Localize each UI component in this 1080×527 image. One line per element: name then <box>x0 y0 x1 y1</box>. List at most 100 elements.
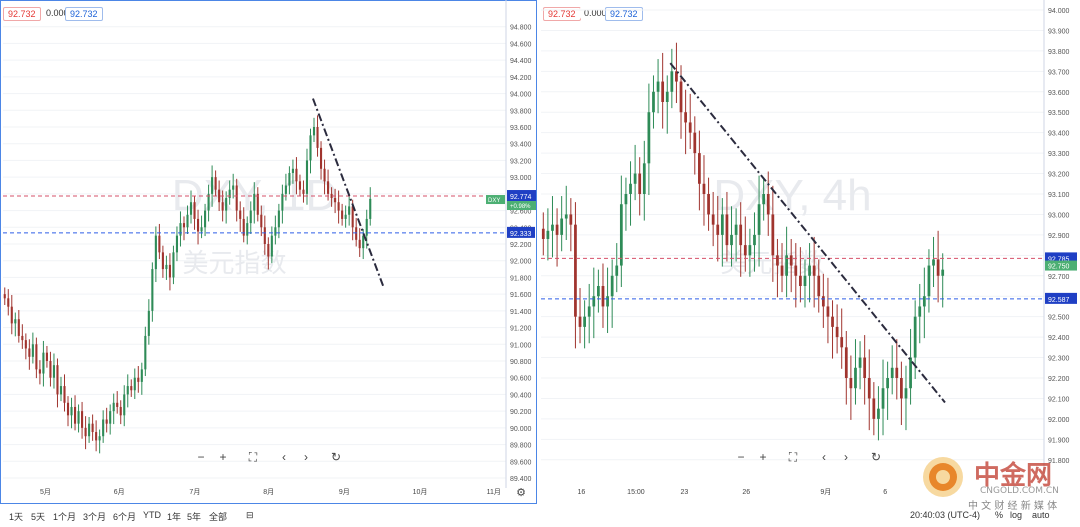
candle-body <box>284 185 287 194</box>
candle-body <box>569 214 573 225</box>
candle-body <box>785 255 788 276</box>
candle-body <box>904 388 908 399</box>
timeframe-button[interactable]: 1个月 <box>53 512 77 522</box>
candle-body <box>221 202 224 211</box>
candle-body <box>123 394 126 416</box>
timeframe-button[interactable]: 5年 <box>187 512 202 522</box>
timeframe-button[interactable]: 1年 <box>167 512 182 522</box>
candle-body <box>918 306 922 317</box>
candle-body <box>137 377 140 382</box>
candle-body <box>358 239 361 249</box>
candle-body <box>179 223 182 236</box>
candle-body <box>204 210 207 228</box>
candle-body <box>826 306 830 317</box>
timeframe-button[interactable]: 6个月 <box>113 512 137 522</box>
candle-body <box>583 316 586 327</box>
candle-body <box>624 194 628 205</box>
zoom-out-button[interactable]: − <box>197 450 205 464</box>
symbol-watermark: DXY, 4h <box>713 171 871 220</box>
y-tick-label: 94.200 <box>510 75 532 82</box>
candle-body <box>109 411 112 424</box>
candle-body <box>140 369 143 382</box>
calendar-icon[interactable]: ⊟ <box>246 510 254 520</box>
candle-body <box>168 264 171 278</box>
candle-body <box>365 218 368 236</box>
candle-body <box>88 423 91 437</box>
candle-body <box>330 193 333 199</box>
y-tick-label: 93.000 <box>1048 212 1070 219</box>
reset-icon-right[interactable]: ↻ <box>870 450 882 464</box>
timeframe-button[interactable]: 5天 <box>31 512 46 522</box>
y-tick-label: 93.700 <box>1048 69 1070 76</box>
y-tick-label: 92.000 <box>1048 417 1070 424</box>
candle-body <box>592 296 596 307</box>
fullscreen-icon[interactable]: ⛶ <box>248 450 258 464</box>
timeframe-button[interactable]: 全部 <box>209 512 228 522</box>
candle-body <box>253 193 256 211</box>
candle-body <box>214 177 217 190</box>
footer-time: 20:40:03 (UTC-4) <box>910 510 981 520</box>
candle-body <box>661 81 665 102</box>
candle-body <box>679 81 683 113</box>
timeframe-button[interactable]: 3个月 <box>83 512 107 522</box>
scroll-left-button[interactable]: ‹ <box>282 450 286 464</box>
candle-body <box>3 294 6 299</box>
candle-body <box>546 230 550 239</box>
candle-body <box>175 235 179 253</box>
candle-body <box>817 275 821 297</box>
candle-body <box>739 224 743 246</box>
candle-body <box>59 386 63 395</box>
candle-body <box>574 224 577 317</box>
candle-body <box>270 235 273 257</box>
candle-body <box>941 269 945 276</box>
candle-body <box>771 214 775 256</box>
y-tick-label: 92.300 <box>1048 356 1070 363</box>
candle-body <box>844 347 848 378</box>
candle-body <box>21 335 24 341</box>
zoom-in-button[interactable]: + <box>219 450 227 464</box>
candle-body <box>95 432 98 441</box>
candle-body <box>49 361 52 378</box>
candle-body <box>189 202 193 215</box>
x-tick-label: 10月 <box>413 488 428 496</box>
scroll-right-button-right[interactable]: › <box>844 450 848 464</box>
candle-body <box>789 255 793 266</box>
scroll-right-button[interactable]: › <box>304 450 308 464</box>
footer-log[interactable]: log <box>1010 510 1023 520</box>
y-tick-label: 94.400 <box>510 58 532 65</box>
timeframe-button[interactable]: YTD <box>143 510 161 520</box>
candle-body <box>886 378 889 389</box>
price-label: 92.774 <box>510 194 532 201</box>
footer-auto[interactable]: auto <box>1032 510 1050 520</box>
candle-body <box>291 168 294 173</box>
y-tick-label: 90.800 <box>510 359 532 366</box>
zoom-out-button-right[interactable]: − <box>737 450 745 464</box>
y-tick-label: 93.400 <box>510 142 532 149</box>
candle-body <box>154 235 157 270</box>
candle-body <box>112 402 115 412</box>
candle-body <box>200 227 203 232</box>
zoom-in-button-right[interactable]: + <box>759 450 767 464</box>
candle-body <box>348 206 351 215</box>
candle-body <box>305 160 309 194</box>
right-chart: 94.000 93.900 93.800 93.700 93.600 93.500 93.4… <box>541 0 1077 496</box>
y-tick-label: 92.700 <box>1048 274 1070 281</box>
timeframe-button[interactable]: 1天 <box>9 512 24 522</box>
candle-body <box>821 296 825 307</box>
fullscreen-icon-right[interactable]: ⛶ <box>788 450 798 464</box>
candle-body <box>45 352 48 361</box>
candle-body <box>66 402 70 416</box>
left-pane[interactable] <box>0 0 537 504</box>
reset-icon[interactable]: ↻ <box>330 450 342 464</box>
footer-percent[interactable]: % <box>995 510 1004 520</box>
candle-body <box>794 265 798 276</box>
scroll-left-button-right[interactable]: ‹ <box>822 450 826 464</box>
candle-body <box>716 224 720 235</box>
candle-body <box>281 193 284 211</box>
gear-icon[interactable]: ⚙ <box>516 487 526 499</box>
candle-body <box>932 259 935 266</box>
trend-line <box>312 98 385 287</box>
y-tick-label: 91.900 <box>1048 437 1070 444</box>
symbol-tag: DXY <box>488 198 500 204</box>
